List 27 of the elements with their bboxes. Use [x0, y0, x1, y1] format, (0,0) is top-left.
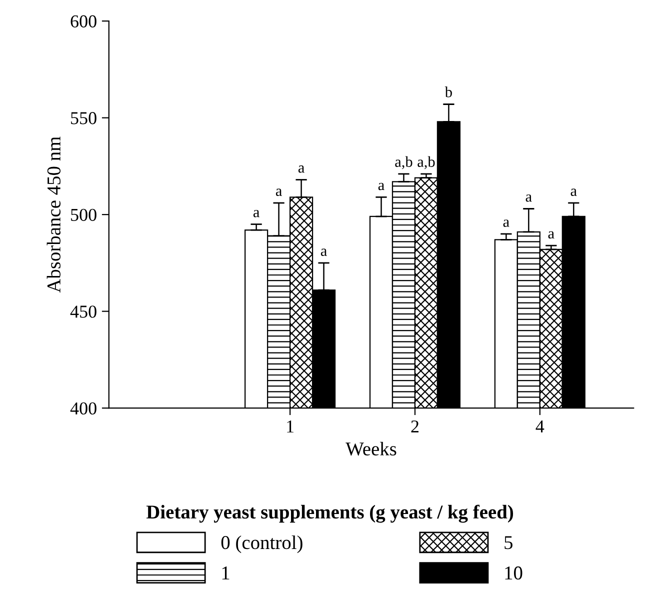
data-label: a,b [418, 156, 435, 170]
legend-label: 0 (control) [221, 535, 302, 554]
legend-label: 1 [222, 566, 230, 580]
data-label: b [444, 86, 452, 98]
legend-label: 5 [504, 536, 512, 550]
y-tick-label: 400 [70, 402, 96, 415]
x-axis-title: Weeks [346, 442, 396, 456]
data-label: a [503, 220, 510, 227]
data-label: a [378, 182, 384, 190]
legend-label: 10 [505, 566, 522, 580]
data-label: a,b [395, 156, 412, 170]
y-tick-label: 450 [70, 306, 96, 318]
legend-title: Dietary yeast supplements (g yeast / kg feed) [146, 504, 514, 523]
x-tick-label: 1 [287, 420, 294, 432]
y-tick-label: 550 [71, 112, 96, 124]
data-label: a [526, 194, 532, 202]
x-tick-label: 2 [411, 420, 418, 432]
y-tick-label: 600 [70, 15, 96, 28]
y-tick-label: 500 [71, 208, 96, 221]
data-label: a [298, 165, 304, 173]
data-label: a [253, 210, 260, 218]
data-label: a [276, 188, 282, 196]
data-label: a [570, 188, 577, 196]
data-label: a [548, 231, 554, 239]
y-axis-title: Absorbance 450 nm [46, 136, 61, 293]
data-label: a [320, 248, 327, 256]
x-tick-label: 4 [536, 420, 544, 432]
